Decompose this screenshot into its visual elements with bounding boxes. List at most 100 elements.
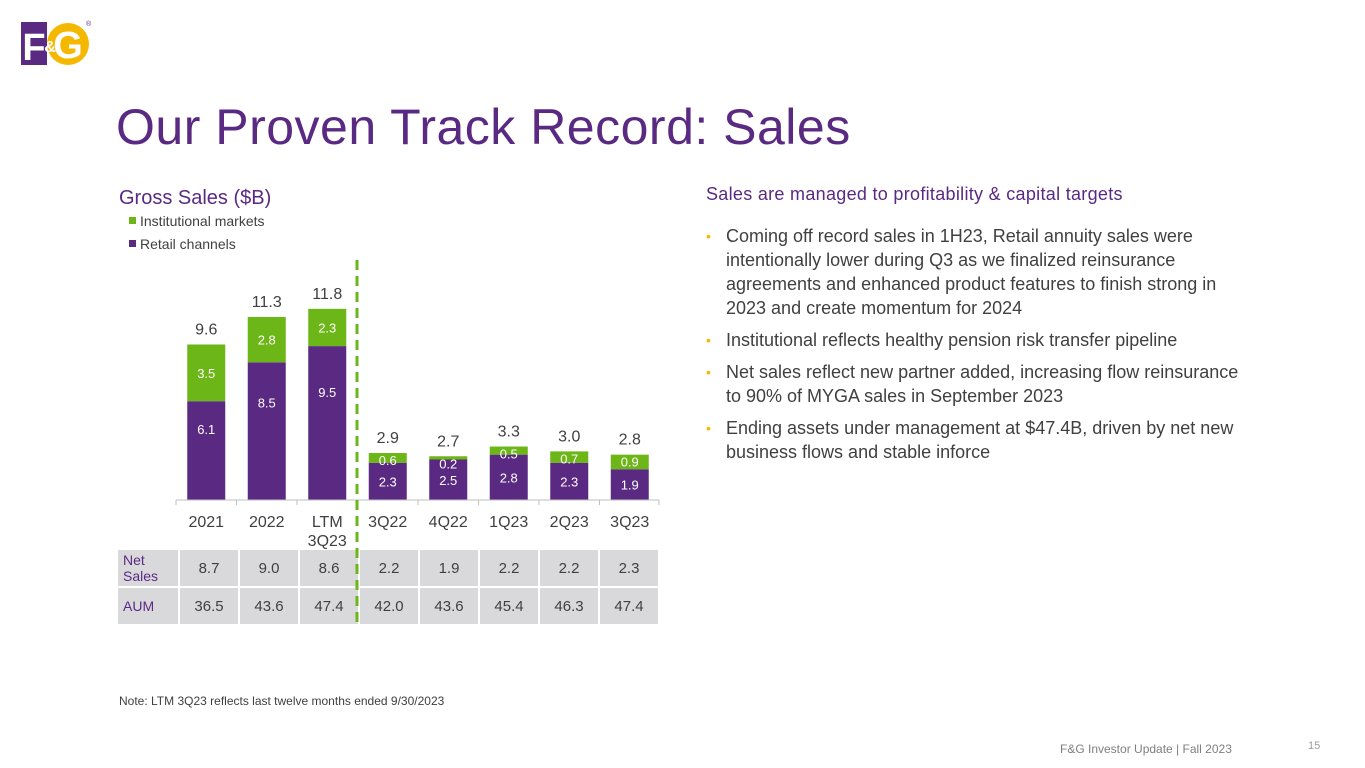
page-number: 15 (1308, 740, 1321, 752)
bullet-text: Net sales reflect new partner added, inc… (726, 362, 1239, 406)
x-tick-label: 3Q23 (610, 514, 649, 531)
x-tick-label: 2021 (188, 514, 224, 531)
data-label-retail: 2.5 (439, 473, 457, 488)
page-title: Our Proven Track Record: Sales (116, 99, 851, 155)
bar-institutional (308, 308, 347, 347)
data-label-institutional: 0.9 (621, 455, 639, 470)
data-label-institutional: 0.6 (379, 453, 397, 468)
x-tick-label: 2Q23 (550, 514, 589, 531)
row-label-net-sales: Net Sales (118, 550, 178, 586)
data-label-institutional: 0.5 (500, 447, 518, 462)
bar-retail (308, 346, 347, 500)
chart-legend: Institutional markets Retail channels (129, 213, 265, 252)
x-tick-label: LTM 3Q23 (308, 514, 347, 550)
footer-text: F&G Investor Update | Fall 2023 (1060, 742, 1232, 756)
data-label-total: 11.3 (252, 294, 282, 311)
bullet-item: • Coming off record sales in 1H23, Retail… (706, 224, 1251, 320)
net-sales-cell: 9.0 (240, 550, 298, 586)
data-label-retail: 6.1 (197, 422, 215, 437)
x-tick-label: 4Q22 (429, 514, 468, 531)
bar-retail (429, 459, 468, 500)
net-sales-cell: 8.7 (180, 550, 238, 586)
bar-retail (247, 362, 286, 500)
chart-bars: 6.1 3.5 9.6 8.5 2.8 11.3 9.5 2.3 11.8 2.3 0.6 2.9 2.… (187, 286, 649, 500)
legend-swatch (129, 240, 136, 247)
data-label-total: 11.8 (312, 286, 342, 303)
data-label-retail: 2.8 (500, 470, 518, 485)
net-sales-cell: 8.6 (300, 550, 358, 586)
data-label-retail: 2.3 (379, 474, 397, 489)
table-row-aum: AUM 36.5 43.6 47.4 42.0 43.6 45.4 46.3 4… (118, 588, 658, 624)
net-sales-cell: 2.3 (600, 550, 658, 586)
data-label-institutional: 2.8 (258, 333, 276, 348)
data-label-retail: 2.3 (560, 474, 578, 489)
aum-cell: 43.6 (420, 588, 478, 624)
bar-retail (187, 401, 226, 500)
bullet-item: • Net sales reflect new partner added, in… (706, 360, 1251, 408)
x-tick-label: 1Q23 (489, 514, 528, 531)
legend-swatch (129, 217, 136, 224)
sales-aum-table: Net Sales 8.7 9.0 8.6 2.2 1.9 2.2 2.2 2.… (116, 548, 660, 626)
net-sales-cell: 2.2 (480, 550, 538, 586)
bullet-item: • Institutional reflects healthy pension … (706, 328, 1251, 352)
data-label-institutional: 0.7 (560, 451, 578, 466)
bar-institutional (247, 316, 286, 363)
bullet-dot-icon: • (706, 332, 711, 348)
x-tick-label: 2022 (249, 514, 285, 531)
bar-institutional (187, 344, 226, 402)
data-label-total: 3.0 (558, 428, 580, 445)
data-label-total: 9.6 (195, 321, 217, 338)
chart-title: Gross Sales ($B) (119, 187, 271, 209)
aum-cell: 43.6 (240, 588, 298, 624)
bar-retail (489, 454, 528, 500)
row-label-aum: AUM (118, 588, 178, 624)
data-label-institutional: 2.3 (318, 320, 336, 335)
table-row-net-sales: Net Sales 8.7 9.0 8.6 2.2 1.9 2.2 2.2 2.… (118, 550, 658, 586)
bar-retail (550, 462, 589, 500)
legend-label: Institutional markets (140, 213, 265, 229)
data-label-institutional: 0.2 (439, 456, 457, 471)
net-sales-cell: 2.2 (360, 550, 418, 586)
bullet-list: • Coming off record sales in 1H23, Retail… (706, 224, 1251, 472)
bar-institutional (489, 446, 528, 455)
aum-cell: 42.0 (360, 588, 418, 624)
data-label-total: 2.7 (437, 433, 459, 450)
aum-cell: 47.4 (600, 588, 658, 624)
legend-label: Retail channels (140, 236, 236, 252)
bullet-text: Ending assets under management at $47.4B… (726, 418, 1234, 462)
data-label-retail: 9.5 (318, 385, 336, 400)
fg-logo: F G & ® (20, 16, 92, 69)
net-sales-cell: 1.9 (420, 550, 478, 586)
footnote: Note: LTM 3Q23 reflects last twelve mont… (119, 694, 445, 708)
logo-letter-g: G (53, 25, 83, 67)
data-label-total: 2.9 (377, 430, 399, 447)
logo-registered: ® (86, 20, 92, 28)
bar-institutional (429, 456, 468, 460)
bar-institutional (550, 451, 589, 463)
bullet-text: Institutional reflects healthy pension r… (726, 330, 1178, 350)
x-tick-label: 3Q22 (368, 514, 407, 531)
bullet-dot-icon: • (706, 228, 711, 244)
aum-cell: 45.4 (480, 588, 538, 624)
data-label-total: 3.3 (498, 424, 520, 441)
bar-retail (610, 469, 649, 500)
bullet-dot-icon: • (706, 420, 711, 436)
data-label-total: 2.8 (619, 432, 641, 449)
chart-x-axis: 2021 2022 LTM 3Q23 3Q22 4Q22 1Q23 2Q23 3Q23 (175, 499, 660, 550)
data-label-retail: 1.9 (621, 478, 639, 493)
bar-retail (368, 462, 407, 500)
aum-cell: 46.3 (540, 588, 598, 624)
data-label-institutional: 3.5 (197, 366, 215, 381)
aum-cell: 36.5 (180, 588, 238, 624)
net-sales-cell: 2.2 (540, 550, 598, 586)
bullet-dot-icon: • (706, 364, 711, 380)
gross-sales-chart: Gross Sales ($B) Institutional markets Re… (119, 187, 660, 550)
bar-institutional (368, 453, 407, 463)
data-label-retail: 8.5 (258, 396, 276, 411)
bullet-item: • Ending assets under management at $47.4… (706, 416, 1251, 464)
logo-letter-f: F (22, 27, 45, 68)
aum-cell: 47.4 (300, 588, 358, 624)
bar-institutional (610, 454, 649, 470)
logo-ampersand: & (44, 39, 56, 56)
right-panel-heading: Sales are managed to profitability & cap… (706, 184, 1123, 204)
